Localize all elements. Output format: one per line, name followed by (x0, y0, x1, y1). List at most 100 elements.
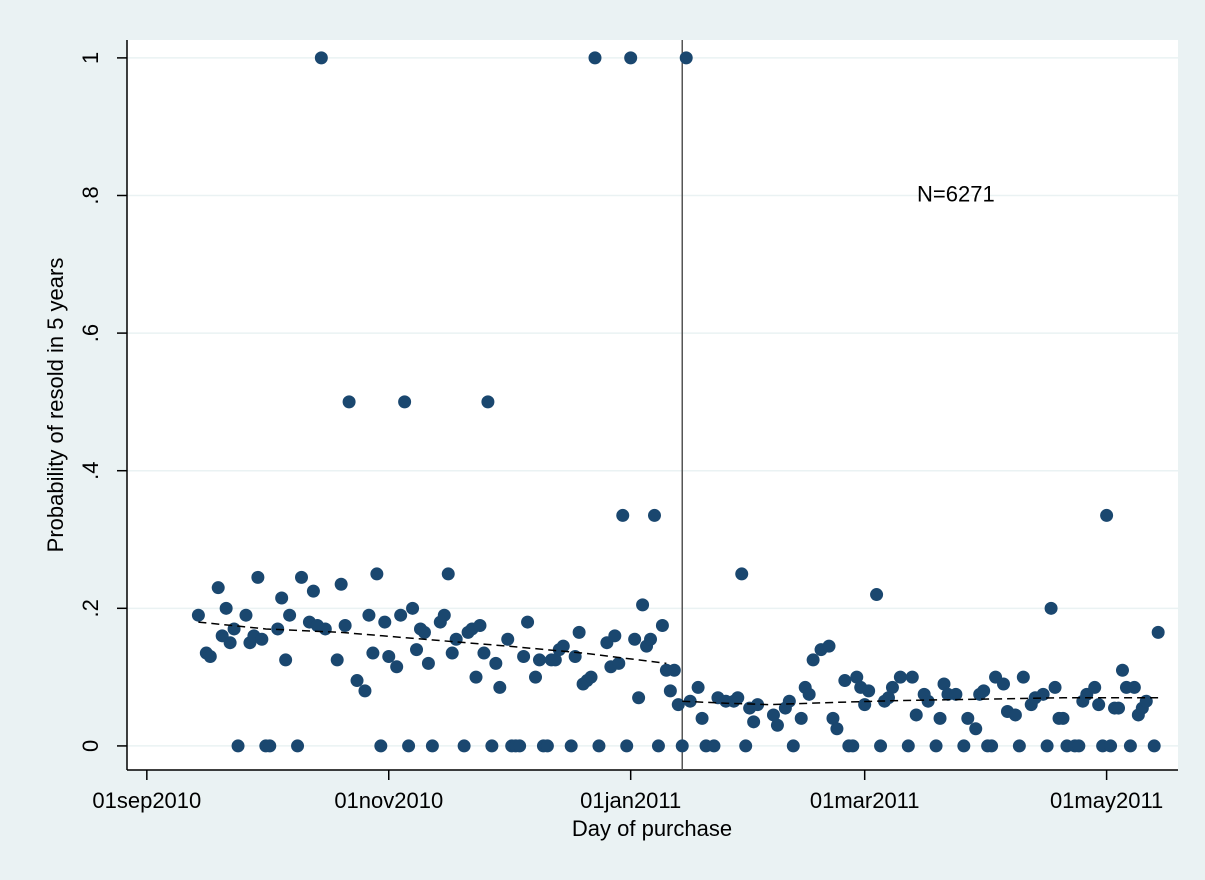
point (735, 567, 749, 581)
point (691, 680, 705, 694)
point (437, 608, 451, 622)
point (806, 653, 820, 667)
y-tick-label: .2 (78, 599, 103, 617)
point (521, 615, 535, 629)
annotation: N=6271 (917, 181, 995, 206)
point (644, 632, 658, 646)
point (493, 680, 507, 694)
point (219, 601, 233, 615)
point (675, 739, 689, 753)
point (517, 649, 531, 663)
point (425, 739, 439, 753)
point (647, 508, 661, 522)
point (632, 691, 646, 705)
point (1104, 739, 1118, 753)
point (191, 608, 205, 622)
point (770, 718, 784, 732)
point (370, 567, 384, 581)
point (362, 608, 376, 622)
point (612, 656, 626, 670)
point (624, 51, 638, 65)
point (870, 588, 884, 602)
point (489, 656, 503, 670)
point (556, 639, 570, 653)
point (1127, 680, 1141, 694)
point (457, 739, 471, 753)
x-tick-label: 01jan2011 (580, 788, 681, 813)
point (449, 632, 463, 646)
fit-line (198, 621, 667, 665)
point (655, 619, 669, 633)
point (239, 608, 253, 622)
point (382, 649, 396, 663)
point (1040, 739, 1054, 753)
point (905, 670, 919, 684)
point (1123, 739, 1137, 753)
point (850, 670, 864, 684)
point (663, 684, 677, 698)
y-tick-label: 1 (78, 52, 103, 64)
point (477, 646, 491, 660)
point (334, 577, 348, 591)
point (481, 395, 495, 409)
point (830, 722, 844, 736)
y-tick-label: .4 (78, 462, 103, 480)
point (255, 632, 269, 646)
point (473, 619, 487, 633)
point (295, 570, 309, 584)
point (441, 567, 455, 581)
point (937, 677, 951, 691)
point (985, 739, 999, 753)
fit-line (682, 697, 1159, 706)
point (949, 687, 963, 701)
point (231, 739, 245, 753)
point (766, 708, 780, 722)
point (394, 608, 408, 622)
point (695, 711, 709, 725)
point (858, 698, 872, 712)
point (529, 670, 543, 684)
y-tick-label: 0 (78, 740, 103, 752)
point (485, 739, 499, 753)
point (961, 711, 975, 725)
point (846, 739, 860, 753)
point (620, 739, 634, 753)
point (636, 598, 650, 612)
point (421, 656, 435, 670)
point (786, 739, 800, 753)
point (822, 639, 836, 653)
point (909, 708, 923, 722)
point (366, 646, 380, 660)
point (802, 687, 816, 701)
point (862, 684, 876, 698)
point (584, 670, 598, 684)
point (651, 739, 665, 753)
point (1147, 739, 1161, 753)
point (707, 739, 721, 753)
point (1072, 739, 1086, 753)
point (410, 643, 424, 657)
point (548, 653, 562, 667)
point (283, 608, 297, 622)
point (469, 670, 483, 684)
point (885, 680, 899, 694)
point (679, 51, 693, 65)
point (279, 653, 293, 667)
point (342, 395, 356, 409)
point (933, 711, 947, 725)
point (406, 601, 420, 615)
point (358, 684, 372, 698)
point (751, 698, 765, 712)
point (306, 584, 320, 598)
point (616, 508, 630, 522)
point (223, 636, 237, 650)
point (227, 622, 241, 636)
point (739, 739, 753, 753)
point (731, 691, 745, 705)
point (929, 739, 943, 753)
point (572, 625, 586, 639)
point (782, 694, 796, 708)
point (838, 674, 852, 688)
point (532, 653, 546, 667)
